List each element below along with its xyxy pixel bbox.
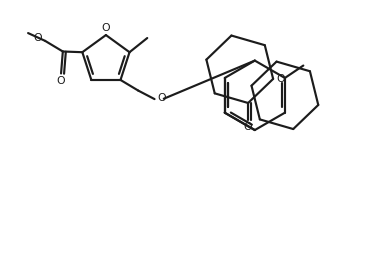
- Text: O: O: [102, 23, 110, 33]
- Text: O: O: [56, 76, 65, 86]
- Text: O: O: [277, 74, 285, 84]
- Text: O: O: [244, 122, 253, 132]
- Text: O: O: [157, 93, 166, 103]
- Text: O: O: [34, 33, 42, 43]
